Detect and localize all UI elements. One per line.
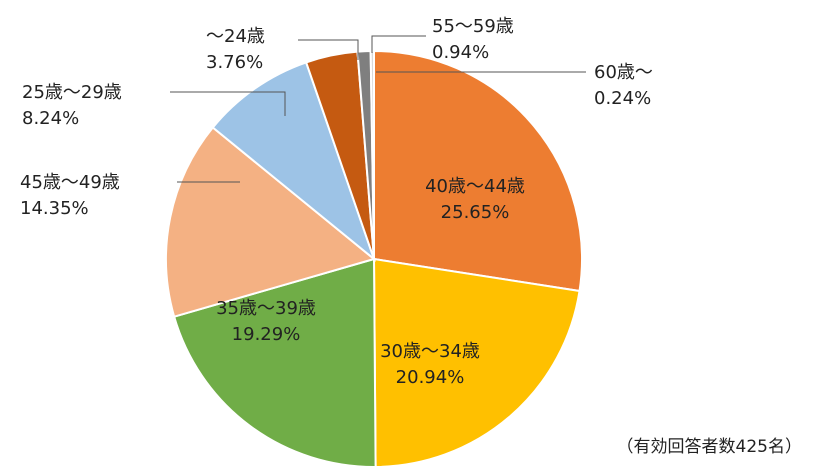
- slice-value-1: 25.65%: [441, 202, 510, 223]
- slice-category-6: ～24歳: [206, 26, 265, 47]
- slice-value-6: 3.76%: [206, 52, 263, 73]
- slice-category-7: 55～59歳: [432, 16, 514, 37]
- pie-slice-5: [211, 61, 377, 262]
- leader-line-7: [371, 35, 426, 53]
- pie-slice-4: [165, 126, 377, 318]
- slice-category-1: 40歳～44歳: [425, 176, 525, 197]
- slice-value-7: 0.94%: [432, 42, 489, 63]
- slice-value-5: 8.24%: [22, 108, 79, 129]
- pie-slice-1: [373, 49, 583, 293]
- slice-category-3: 35歳～39歳: [216, 298, 316, 319]
- slice-value-3: 19.29%: [232, 324, 301, 345]
- slice-label-3: 35歳～39歳 19.29%: [216, 298, 316, 345]
- slice-value-8: 0.24%: [594, 88, 651, 109]
- slice-label-5: 25歳～29歳 8.24%: [22, 82, 122, 129]
- slice-value-2: 20.94%: [396, 367, 465, 388]
- slice-category-4: 45歳～49歳: [20, 172, 120, 193]
- slice-label-6: ～24歳 3.76%: [206, 26, 265, 73]
- slice-value-4: 14.35%: [20, 198, 89, 219]
- slice-category-2: 30歳～34歳: [380, 341, 480, 362]
- slice-label-1: 40歳～44歳 25.65%: [425, 176, 525, 223]
- leader-line-5: [170, 91, 286, 116]
- slice-label-7: 55～59歳 0.94%: [432, 16, 514, 63]
- leader-line-6: [298, 39, 359, 60]
- respondent-note: （有効回答者数425名）: [616, 437, 802, 457]
- slice-label-8: 60歳～ 0.24%: [594, 62, 653, 109]
- slice-label-4: 45歳～49歳 14.35%: [20, 172, 120, 219]
- pie-slice-2: [372, 257, 581, 469]
- slice-label-2: 30歳～34歳 20.94%: [380, 341, 480, 388]
- pie-slice-3: [172, 257, 377, 468]
- slice-category-5: 25歳～29歳: [22, 82, 122, 103]
- slice-category-8: 60歳～: [594, 62, 653, 83]
